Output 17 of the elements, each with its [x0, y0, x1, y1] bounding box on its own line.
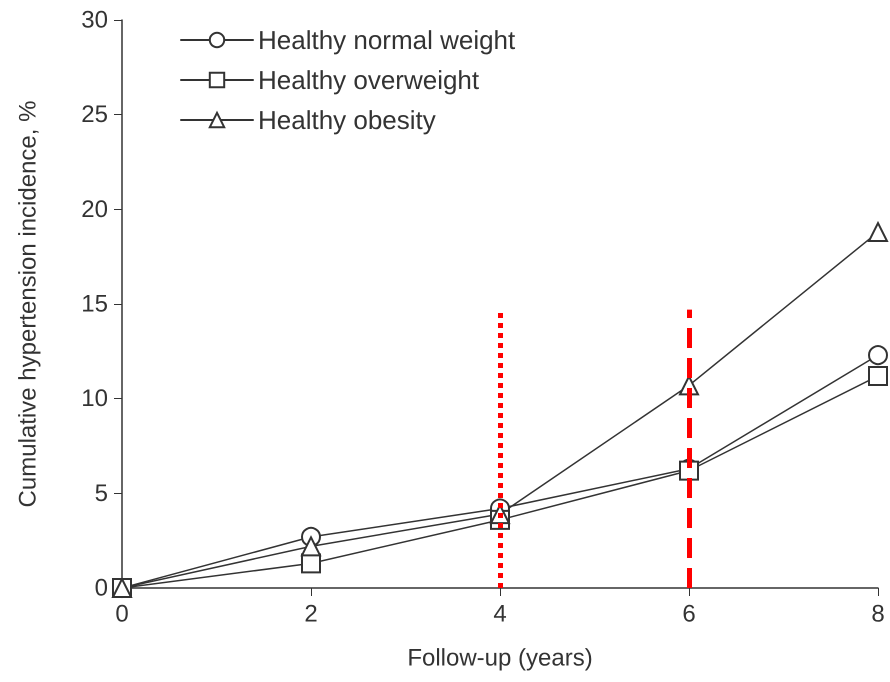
x-tick-label: 6 [682, 600, 696, 628]
x-tick-label: 0 [115, 600, 129, 628]
y-tick-label: 5 [94, 480, 108, 507]
legend-label: Healthy normal weight [258, 25, 516, 55]
x-axis-title: Follow-up (years) [407, 644, 593, 672]
y-axis-title: Cumulative hypertension incidence, % [14, 100, 42, 508]
legend-label: Healthy obesity [258, 105, 436, 135]
legend-label: Healthy overweight [258, 65, 480, 95]
y-tick-label: 30 [81, 6, 108, 34]
x-tick-label: 4 [493, 600, 507, 628]
y-tick-label: 0 [94, 574, 108, 602]
x-tick-label: 8 [871, 600, 885, 628]
y-tick-label: 20 [81, 196, 108, 223]
y-tick-label: 25 [81, 101, 108, 128]
x-tick-label: 2 [304, 600, 318, 628]
y-tick-label: 10 [81, 385, 108, 412]
y-tick-label: 15 [81, 290, 108, 318]
